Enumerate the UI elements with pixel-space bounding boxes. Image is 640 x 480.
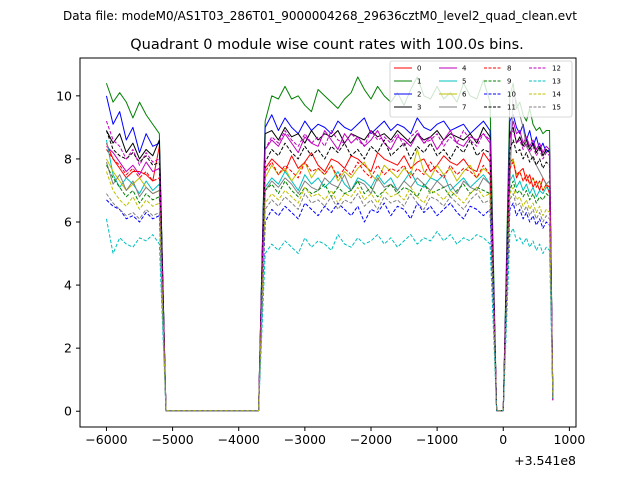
legend-label-11: 11	[507, 104, 516, 112]
legend-label-14: 14	[552, 91, 561, 99]
x-axis-ticks: −6000 −5000 −4000 −3000 −2000 −1000 0 1000	[85, 427, 585, 447]
axes-frame	[79, 57, 577, 428]
series-layer	[105, 76, 554, 412]
legend-label-8: 8	[507, 65, 511, 73]
y-axis-ticks: 0 2 4 6 8 10	[56, 88, 80, 419]
x-tick-label: −2000	[350, 432, 392, 447]
legend-label-13: 13	[552, 78, 561, 86]
y-tick-label: 8	[64, 151, 72, 166]
legend-label-12: 12	[552, 65, 561, 73]
x-tick-label: 0	[499, 432, 507, 447]
legend-label-0: 0	[417, 65, 421, 73]
legend-box	[389, 60, 573, 118]
legend-label-1: 1	[417, 78, 421, 86]
y-tick-label: 0	[64, 404, 72, 419]
x-tick-label: 1000	[553, 432, 585, 447]
legend-label-3: 3	[417, 104, 421, 112]
legend-label-10: 10	[507, 91, 516, 99]
y-tick-label: 6	[64, 215, 72, 230]
legend-label-15: 15	[552, 104, 561, 112]
legend-label-6: 6	[462, 91, 467, 99]
legend-label-7: 7	[462, 104, 466, 112]
legend-label-2: 2	[417, 91, 421, 99]
x-offset-label: +3.541e8	[514, 453, 576, 468]
legend-label-4: 4	[462, 65, 467, 73]
y-tick-label: 2	[64, 341, 72, 356]
x-tick-label: −4000	[218, 432, 260, 447]
legend-label-5: 5	[462, 78, 466, 86]
chart-title: Quadrant 0 module wise count rates with …	[130, 37, 524, 53]
legend-label-9: 9	[507, 78, 511, 86]
x-tick-label: −3000	[284, 432, 326, 447]
x-tick-label: −6000	[85, 432, 127, 447]
y-tick-label: 4	[64, 278, 72, 293]
x-tick-label: −5000	[151, 432, 193, 447]
x-tick-label: −1000	[416, 432, 458, 447]
series-line-15	[106, 193, 554, 412]
y-tick-label: 10	[56, 88, 72, 103]
figure-suptitle: Data file: modeM0/AS1T03_286T01_90000042…	[63, 9, 577, 23]
